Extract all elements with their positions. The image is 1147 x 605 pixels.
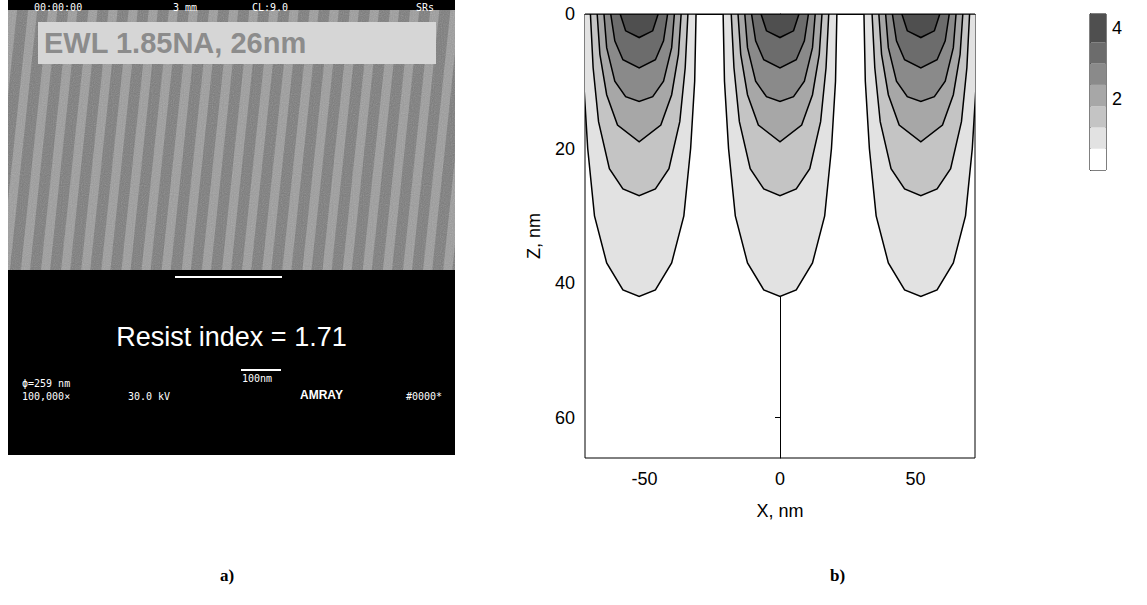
html-text:ϕ=259 nm: ϕ=259 nm xyxy=(22,378,71,389)
html-text:00:00:00: 00:00:00 xyxy=(34,2,83,13)
html-text:b): b) xyxy=(830,566,846,585)
svg-text:20: 20 xyxy=(555,139,575,159)
html-text:a): a) xyxy=(220,566,235,585)
html-text:Resist index = 1.71: Resist index = 1.71 xyxy=(116,322,347,352)
svg-text:Z, nm: Z, nm xyxy=(524,213,544,259)
svg-text:0: 0 xyxy=(775,469,785,489)
html-text:3 mm: 3 mm xyxy=(173,2,198,13)
svg-text:2: 2 xyxy=(1112,89,1122,109)
svg-text:X, nm: X, nm xyxy=(756,501,803,521)
html-text:100,000×: 100,000× xyxy=(22,391,71,402)
html-text:100nm: 100nm xyxy=(242,373,273,384)
svg-text:-50: -50 xyxy=(632,469,658,489)
html-text:30.0 kV: 30.0 kV xyxy=(128,391,171,402)
svg-text:0: 0 xyxy=(565,4,575,24)
svg-text:4: 4 xyxy=(1112,18,1122,38)
html-text:EWL 1.85NA, 26nm: EWL 1.85NA, 26nm xyxy=(44,27,307,59)
svg-text:40: 40 xyxy=(555,273,575,293)
html-text:CL:9.0: CL:9.0 xyxy=(252,2,289,13)
svg-text:60: 60 xyxy=(555,408,575,428)
html-text:AMRAY: AMRAY xyxy=(300,388,343,402)
html-text:#0000*: #0000* xyxy=(406,391,443,402)
html-text:SRs: SRs xyxy=(416,2,435,13)
svg-text:50: 50 xyxy=(905,469,925,489)
